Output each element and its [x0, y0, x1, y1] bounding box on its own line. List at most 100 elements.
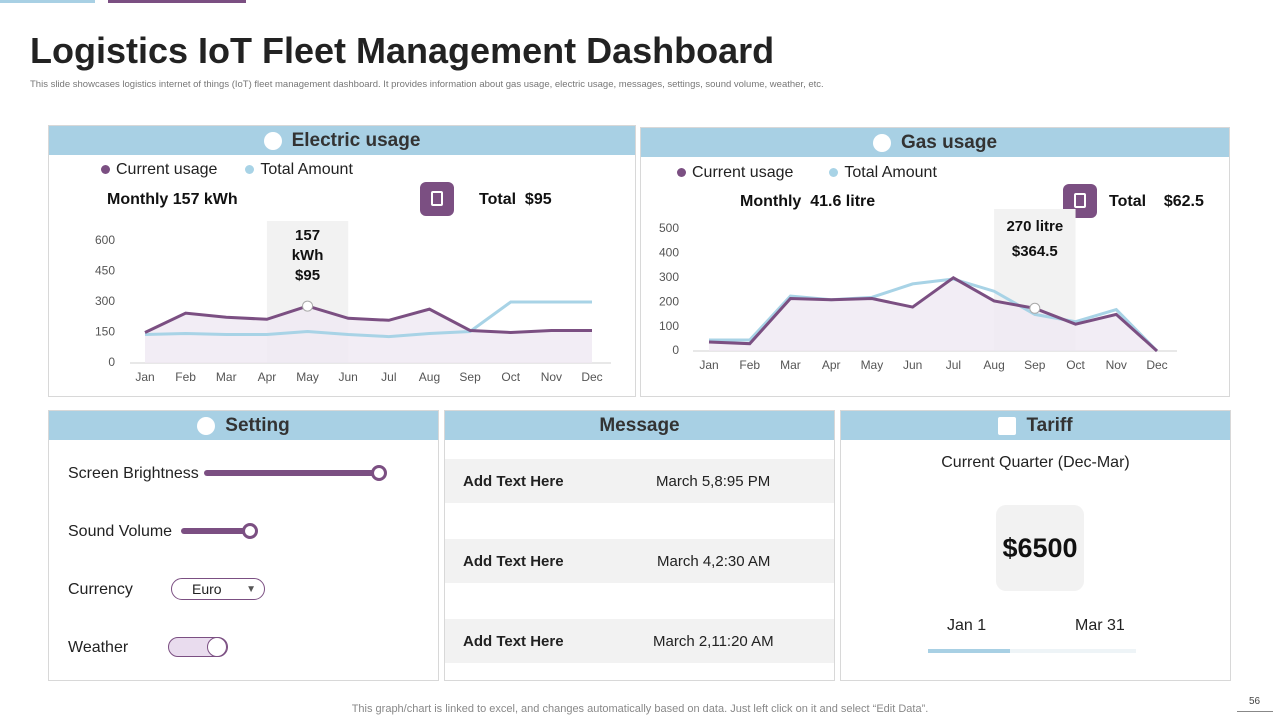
x-tick-label: Sep: [1024, 358, 1046, 372]
y-tick-label: 100: [659, 319, 679, 333]
panel-header: Tariff: [841, 411, 1230, 440]
tariff-start: Jan 1: [947, 617, 987, 634]
legend-item: Current usage: [677, 164, 793, 182]
toggle-knob[interactable]: [207, 637, 227, 657]
chart: 0 100 200 300 400 500 Jan Feb Mar Apr May Jun Jul Aug…: [659, 209, 1177, 372]
x-tick-label: Jun: [903, 358, 922, 372]
tariff-amount: $6500: [996, 505, 1084, 591]
x-tick-label: Jan: [699, 358, 718, 372]
icon: [998, 416, 1017, 435]
tariff-period: Current Quarter (Dec-Mar): [941, 454, 1130, 471]
accent-bar: [108, 0, 246, 3]
series-line: [708, 276, 1159, 353]
page-number: 56: [1249, 696, 1261, 707]
x-tick-label: Nov: [1106, 358, 1127, 372]
currency-select[interactable]: Euro ▼: [171, 578, 265, 600]
x-tick-label: Apr: [258, 370, 277, 384]
y-tick-label: 0: [108, 355, 115, 369]
legend: Current usage Total Amount: [101, 161, 353, 179]
x-tick-label: Dec: [1146, 358, 1167, 372]
slider-knob[interactable]: [371, 465, 387, 481]
progress-track: [928, 649, 1136, 653]
setting-label: Weather: [68, 639, 129, 656]
x-tick-label: Jul: [946, 358, 961, 372]
legend-item: Total Amount: [245, 161, 353, 179]
setting-label: Sound Volume: [68, 523, 173, 540]
title: Logistics IoT Fleet Management Dashboard: [30, 30, 775, 71]
panel-title: Electric usage: [291, 129, 421, 151]
panel-header: Electric usage: [49, 126, 635, 155]
x-tick-label: Feb: [175, 370, 196, 384]
legend-dot: [245, 165, 255, 174]
y-tick-label: 300: [95, 294, 115, 308]
slider[interactable]: [181, 528, 251, 534]
annotation-text: $364.5: [1012, 243, 1058, 260]
y-tick-label: 150: [95, 325, 115, 339]
total: Total $95: [479, 191, 552, 208]
x-tick-label: Oct: [501, 370, 520, 384]
panel-title: Tariff: [1026, 414, 1073, 436]
legend-dot: [829, 168, 839, 177]
message-row[interactable]: Add Text Here March 2,11:20 AM: [445, 619, 834, 663]
currency-value: Euro: [192, 581, 222, 597]
message-text: Add Text Here: [463, 472, 564, 490]
icon: [872, 133, 891, 152]
message-text: Add Text Here: [463, 632, 564, 650]
panel-title: Setting: [225, 414, 290, 436]
y-tick-label: 500: [659, 221, 679, 235]
slider[interactable]: [204, 470, 379, 476]
slider-knob[interactable]: [242, 523, 258, 539]
message-row[interactable]: Add Text Here March 5,8:95 PM: [445, 459, 834, 503]
subtitle: This slide showcases logistics internet …: [30, 79, 824, 90]
icon: [263, 131, 282, 150]
annotation-text: 270 litre: [1006, 218, 1063, 235]
x-tick-label: Mar: [780, 358, 801, 372]
message-row[interactable]: Add Text Here March 4,2:30 AM: [445, 539, 834, 583]
annotation-text: 157: [295, 227, 320, 244]
tariff-end: Mar 31: [1075, 617, 1125, 634]
chart: 0 150 300 450 600 Jan Feb Mar Apr May Jun Jul Aug Sep…: [95, 221, 611, 384]
x-tick-label: May: [861, 358, 884, 372]
x-tick-label: Apr: [822, 358, 841, 372]
message-time: March 2,11:20 AM: [653, 632, 774, 650]
summary: Monthly 157 kWh: [107, 191, 238, 208]
legend-label: Total Amount: [260, 161, 353, 178]
highlight-marker: [1029, 302, 1041, 314]
legend: Current usage Total Amount: [677, 164, 937, 182]
accent-bar: [0, 0, 95, 3]
summary: Monthly 41.6 litre: [740, 193, 876, 210]
x-tick-label: Sep: [459, 370, 481, 384]
annotation-text: kWh: [292, 247, 324, 264]
annotation-text: $95: [295, 267, 320, 284]
series-line: [144, 300, 592, 339]
legend-label: Total Amount: [844, 164, 937, 181]
badge: [420, 182, 454, 216]
x-tick-label: Feb: [739, 358, 760, 372]
x-tick-label: Jan: [135, 370, 154, 384]
message-time: March 4,2:30 AM: [657, 552, 771, 570]
electric-panel: Electric usage Current usage Total Amount…: [48, 125, 636, 397]
y-tick-label: 600: [95, 233, 115, 247]
panel-header: Gas usage: [641, 128, 1229, 157]
series-line: [709, 277, 1159, 353]
message-panel: Message Add Text Here March 5,8:95 PM Add…: [444, 410, 835, 681]
message-time: March 5,8:95 PM: [656, 472, 771, 490]
setting-panel: Setting Screen Brightness Sound Volume C…: [48, 410, 439, 681]
icon: [197, 416, 216, 435]
x-tick-label: Nov: [541, 370, 562, 384]
progress-fill: [928, 649, 1010, 653]
y-tick-label: 0: [672, 343, 679, 357]
legend-dot: [677, 168, 686, 177]
footer: This graph/chart is linked to excel, and…: [351, 703, 929, 715]
area: [709, 277, 1157, 351]
panel-header: Message: [445, 411, 834, 440]
total: Total $62.5: [1109, 193, 1204, 210]
legend-dot: [101, 165, 110, 174]
y-tick-label: 200: [659, 294, 679, 308]
highlight-marker: [302, 300, 314, 312]
legend-label: Current usage: [692, 164, 794, 181]
x-tick-label: Aug: [983, 358, 1004, 372]
series-line: [144, 304, 592, 335]
setting-label: Screen Brightness: [68, 465, 199, 482]
